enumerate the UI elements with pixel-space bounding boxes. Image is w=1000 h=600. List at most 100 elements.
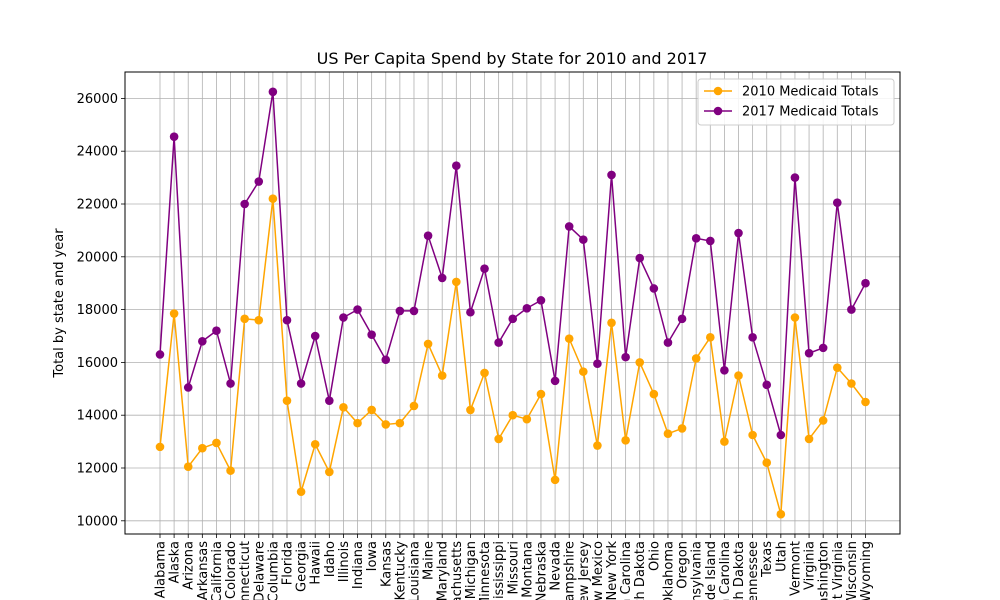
x-tick-label: Washington	[817, 541, 832, 600]
x-tick-label: Connecticut	[238, 541, 253, 600]
x-tick-label: Massachusetts	[450, 541, 465, 600]
data-point	[579, 367, 588, 376]
data-point	[409, 306, 419, 316]
data-point	[381, 420, 391, 429]
x-tick-label: Virginia	[803, 541, 818, 590]
y-tick-label: 24000	[77, 145, 118, 160]
x-tick-label: Oregon	[676, 541, 691, 589]
y-tick-label: 26000	[77, 92, 118, 107]
data-point	[169, 132, 179, 141]
x-tick-label: Delaware	[252, 541, 267, 600]
data-point	[296, 379, 306, 388]
data-point	[677, 424, 687, 433]
data-point	[550, 376, 560, 386]
x-tick-label: South Carolina	[718, 541, 733, 600]
legend-label: 2010 Medicaid Totals	[742, 85, 879, 100]
x-tick-label: California	[210, 541, 225, 600]
y-tick-label: 14000	[77, 409, 118, 424]
data-point	[720, 437, 729, 446]
data-point	[367, 330, 376, 339]
x-tick-label: Michigan	[464, 541, 479, 599]
x-tick-label: Alabama	[154, 541, 169, 598]
y-axis-ticks: 10000 12000 14000 16000 18000 20000 22000 24000…	[77, 92, 125, 529]
data-point	[466, 405, 475, 415]
y-tick-label: 16000	[77, 356, 118, 371]
data-point	[254, 315, 264, 325]
data-point	[818, 416, 828, 425]
data-point	[847, 379, 856, 388]
x-tick-label: Alaska	[168, 541, 183, 584]
x-tick-label: Rhode Island	[704, 541, 719, 600]
legend-marker	[713, 86, 723, 96]
data-point	[776, 430, 786, 440]
x-tick-label: Hawaii	[309, 541, 324, 585]
data-point	[268, 87, 278, 97]
y-tick-label: 18000	[77, 303, 118, 318]
data-point	[621, 435, 630, 445]
data-point	[198, 336, 207, 346]
data-point	[649, 284, 659, 293]
data-point	[339, 402, 348, 412]
data-point	[748, 430, 757, 440]
data-point	[677, 314, 687, 324]
data-point	[155, 350, 165, 359]
data-point	[353, 305, 362, 314]
x-tick-label: Mississippi	[492, 541, 507, 600]
x-tick-label: Iowa	[365, 541, 380, 571]
data-point	[310, 331, 320, 341]
x-tick-label: Missouri	[506, 541, 521, 595]
data-point	[240, 314, 249, 324]
data-point	[325, 467, 334, 477]
series-1	[155, 194, 870, 519]
data-point	[790, 313, 800, 322]
data-point	[480, 368, 489, 378]
data-point	[593, 441, 602, 450]
legend-box	[697, 78, 895, 126]
data-point	[423, 231, 433, 240]
data-point	[325, 396, 334, 405]
x-tick-label: Kentucky	[393, 541, 408, 600]
data-point	[748, 333, 757, 342]
data-point	[310, 439, 320, 449]
y-tick-label: 10000	[77, 514, 118, 529]
data-point	[381, 355, 391, 365]
x-tick-label: Maryland	[436, 541, 451, 600]
data-point	[183, 383, 193, 392]
data-point	[240, 199, 249, 209]
x-tick-label: North Carolina	[619, 541, 634, 600]
data-point	[212, 326, 221, 336]
x-tick-label: Georgia	[295, 541, 310, 592]
chart-title: US Per Capita Spend by State for 2010 an…	[317, 49, 708, 68]
x-tick-label: Pennsylvania	[690, 541, 705, 600]
x-tick-label: Wyoming	[859, 541, 874, 600]
data-point	[254, 177, 264, 186]
data-point	[536, 389, 546, 399]
data-point	[635, 358, 645, 367]
x-tick-label: Colorado	[224, 541, 239, 599]
data-point	[339, 313, 348, 322]
data-point	[282, 315, 292, 325]
data-point	[663, 338, 673, 347]
x-tick-label: Utah	[774, 541, 789, 572]
data-point	[607, 318, 616, 328]
data-point	[861, 278, 870, 288]
data-point	[155, 442, 165, 452]
data-point	[579, 235, 588, 244]
legend: 2010 Medicaid Totals 2017 Medicaid Totals	[697, 78, 895, 126]
x-tick-label: Ohio	[647, 541, 662, 571]
data-point	[804, 434, 814, 444]
data-point	[452, 277, 461, 287]
data-point	[818, 343, 828, 353]
data-point	[762, 380, 772, 390]
x-tick-label: Kansas	[379, 541, 394, 587]
data-point	[480, 264, 489, 273]
data-point	[508, 410, 518, 420]
data-point	[847, 305, 856, 314]
data-point	[437, 273, 447, 283]
y-tick-label: 22000	[77, 198, 118, 213]
x-tick-label: Nebraska	[534, 541, 549, 600]
x-tick-label: Idaho	[323, 541, 338, 577]
x-tick-label: Florida	[280, 541, 295, 585]
x-axis-ticks: Alabama Alaska Arizona Arkansas California Co…	[154, 534, 874, 600]
data-point	[832, 198, 842, 207]
